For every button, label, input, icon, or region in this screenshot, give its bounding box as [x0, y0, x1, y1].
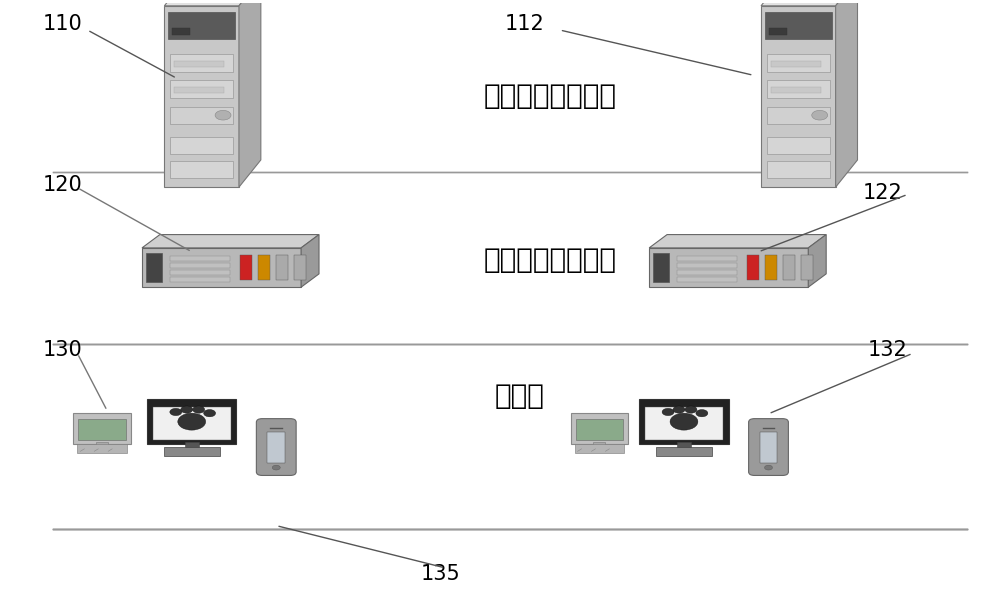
- Bar: [258, 255, 270, 280]
- Text: 112: 112: [505, 14, 545, 34]
- Bar: [267, 432, 285, 464]
- Bar: [783, 255, 795, 280]
- Bar: [174, 62, 224, 68]
- Polygon shape: [761, 6, 836, 187]
- Polygon shape: [649, 235, 826, 248]
- Bar: [170, 256, 230, 260]
- Bar: [767, 137, 830, 154]
- Bar: [174, 87, 224, 93]
- Bar: [767, 79, 830, 98]
- Bar: [593, 442, 605, 446]
- Bar: [767, 161, 830, 178]
- Circle shape: [193, 406, 205, 413]
- Polygon shape: [239, 0, 261, 187]
- Polygon shape: [836, 0, 858, 187]
- Bar: [576, 419, 623, 440]
- Text: 客户端: 客户端: [495, 382, 545, 410]
- Bar: [653, 253, 669, 282]
- FancyBboxPatch shape: [749, 418, 788, 475]
- Bar: [677, 442, 691, 448]
- Circle shape: [685, 406, 697, 413]
- Bar: [765, 12, 832, 39]
- Text: 135: 135: [420, 564, 460, 584]
- Bar: [77, 444, 127, 453]
- Polygon shape: [142, 235, 319, 248]
- Circle shape: [696, 409, 708, 417]
- Bar: [575, 444, 624, 453]
- Bar: [639, 399, 729, 444]
- Bar: [801, 255, 813, 280]
- Polygon shape: [142, 248, 301, 287]
- Bar: [168, 12, 235, 39]
- Polygon shape: [164, 0, 261, 6]
- Polygon shape: [301, 235, 319, 287]
- Bar: [240, 255, 252, 280]
- Bar: [170, 79, 233, 98]
- Bar: [185, 442, 199, 448]
- Circle shape: [181, 406, 193, 413]
- Bar: [170, 107, 233, 124]
- Bar: [170, 137, 233, 154]
- Circle shape: [662, 408, 674, 415]
- Bar: [96, 442, 108, 446]
- Circle shape: [673, 406, 685, 413]
- Circle shape: [178, 413, 206, 430]
- Bar: [677, 278, 737, 282]
- Bar: [760, 432, 777, 464]
- Text: 122: 122: [863, 183, 903, 203]
- Text: 主节点数据服务层: 主节点数据服务层: [483, 82, 616, 110]
- Bar: [771, 62, 821, 68]
- Circle shape: [670, 413, 698, 430]
- Circle shape: [272, 465, 280, 470]
- Polygon shape: [164, 6, 239, 187]
- Bar: [164, 447, 220, 456]
- Polygon shape: [808, 235, 826, 287]
- Bar: [767, 107, 830, 124]
- Bar: [146, 253, 162, 282]
- Circle shape: [765, 465, 772, 470]
- Text: 路由器数据服务层: 路由器数据服务层: [483, 246, 616, 274]
- Text: 130: 130: [43, 340, 82, 361]
- Bar: [769, 27, 787, 35]
- Polygon shape: [649, 248, 808, 287]
- Bar: [767, 54, 830, 73]
- Text: 120: 120: [43, 175, 82, 195]
- Bar: [78, 419, 126, 440]
- Bar: [656, 447, 712, 456]
- Bar: [153, 406, 231, 440]
- Text: 132: 132: [868, 340, 908, 361]
- Bar: [677, 256, 737, 260]
- Bar: [645, 406, 723, 440]
- Circle shape: [204, 409, 216, 417]
- Bar: [677, 270, 737, 275]
- Circle shape: [215, 110, 231, 120]
- Bar: [765, 255, 777, 280]
- Text: 110: 110: [43, 14, 82, 34]
- Bar: [170, 263, 230, 268]
- Bar: [73, 412, 131, 444]
- Bar: [294, 255, 306, 280]
- Bar: [276, 255, 288, 280]
- Bar: [747, 255, 759, 280]
- Circle shape: [170, 408, 182, 415]
- Bar: [170, 270, 230, 275]
- Bar: [677, 263, 737, 268]
- Bar: [771, 87, 821, 93]
- Bar: [170, 278, 230, 282]
- Bar: [170, 161, 233, 178]
- Bar: [571, 412, 628, 444]
- Bar: [172, 27, 190, 35]
- Bar: [147, 399, 236, 444]
- Circle shape: [812, 110, 828, 120]
- Bar: [170, 54, 233, 73]
- Polygon shape: [761, 0, 858, 6]
- FancyBboxPatch shape: [256, 418, 296, 475]
